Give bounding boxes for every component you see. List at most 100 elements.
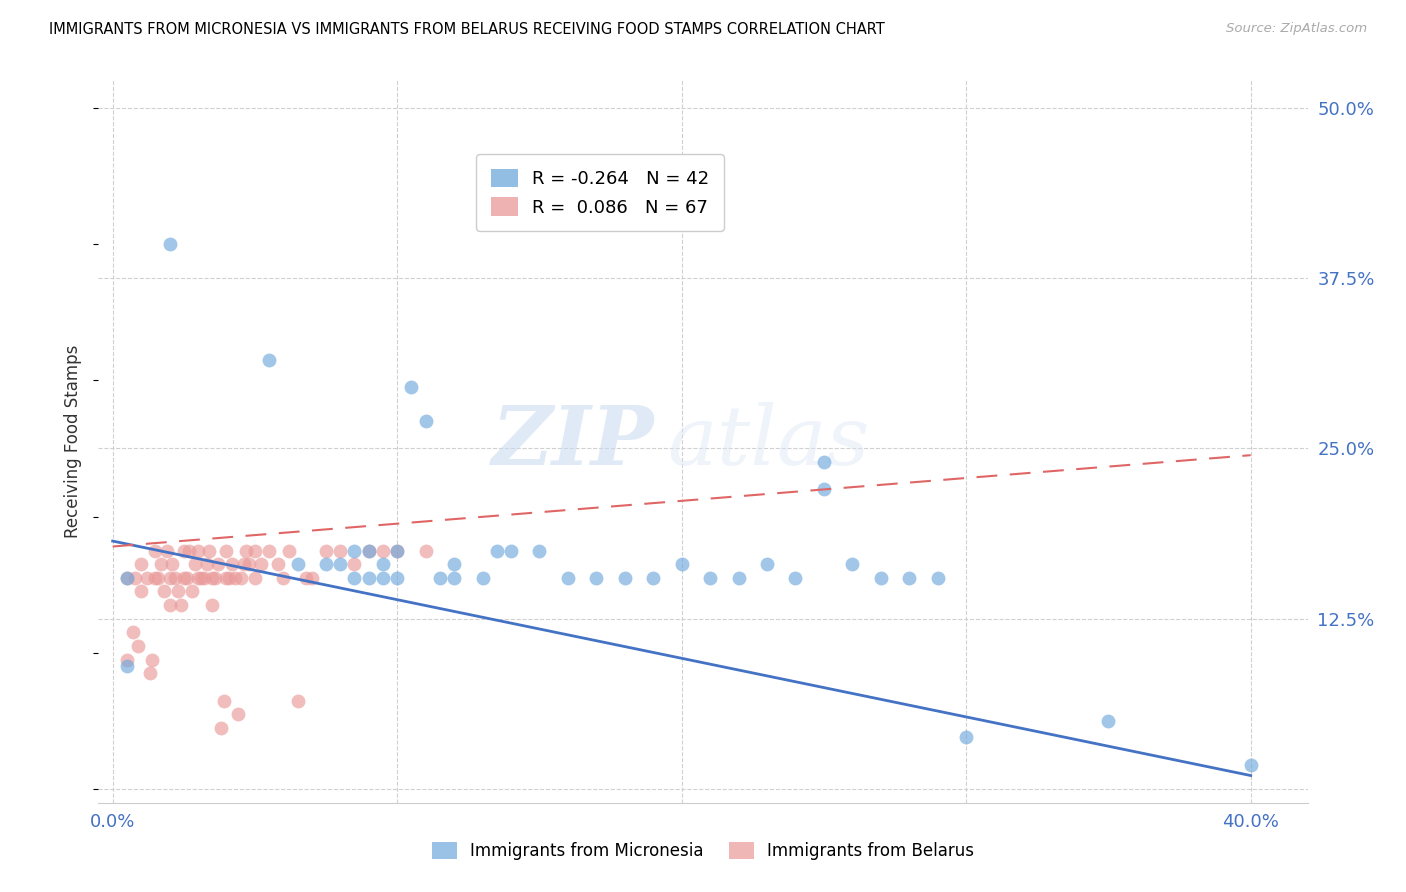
- Point: [209, 721, 232, 735]
- Point: [443, 571, 465, 585]
- Point: [229, 571, 252, 585]
- Point: [179, 543, 201, 558]
- Point: [146, 571, 169, 585]
- Point: [215, 571, 238, 585]
- Point: [287, 693, 309, 707]
- Point: [249, 558, 271, 572]
- Point: [138, 666, 160, 681]
- Point: [212, 693, 235, 707]
- Point: [159, 598, 181, 612]
- Point: [1240, 757, 1263, 772]
- Text: ZIP: ZIP: [492, 401, 655, 482]
- Point: [401, 380, 423, 394]
- Point: [643, 571, 665, 585]
- Point: [176, 571, 198, 585]
- Point: [162, 558, 184, 572]
- Point: [238, 558, 260, 572]
- Point: [699, 571, 721, 585]
- Point: [115, 659, 138, 673]
- Point: [415, 414, 437, 428]
- Point: [727, 571, 749, 585]
- Point: [201, 571, 224, 585]
- Point: [329, 543, 352, 558]
- Point: [485, 543, 508, 558]
- Point: [357, 571, 380, 585]
- Point: [150, 558, 173, 572]
- Point: [173, 543, 195, 558]
- Point: [1097, 714, 1119, 728]
- Point: [143, 571, 166, 585]
- Point: [218, 571, 240, 585]
- Point: [927, 571, 949, 585]
- Text: Source: ZipAtlas.com: Source: ZipAtlas.com: [1226, 22, 1367, 36]
- Point: [127, 639, 149, 653]
- Point: [315, 558, 337, 572]
- Point: [243, 543, 266, 558]
- Point: [156, 543, 179, 558]
- Point: [415, 543, 437, 558]
- Point: [221, 558, 243, 572]
- Point: [173, 571, 195, 585]
- Point: [301, 571, 323, 585]
- Point: [278, 543, 301, 558]
- Y-axis label: Receiving Food Stamps: Receiving Food Stamps: [65, 345, 83, 538]
- Point: [190, 571, 212, 585]
- Point: [170, 598, 193, 612]
- Point: [135, 571, 157, 585]
- Point: [429, 571, 451, 585]
- Point: [343, 558, 366, 572]
- Point: [813, 455, 835, 469]
- Point: [187, 543, 209, 558]
- Point: [215, 543, 238, 558]
- Point: [585, 571, 607, 585]
- Point: [315, 543, 337, 558]
- Point: [167, 584, 190, 599]
- Legend: Immigrants from Micronesia, Immigrants from Belarus: Immigrants from Micronesia, Immigrants f…: [425, 835, 981, 867]
- Point: [529, 543, 551, 558]
- Point: [613, 571, 636, 585]
- Point: [121, 625, 143, 640]
- Point: [357, 543, 380, 558]
- Point: [273, 571, 295, 585]
- Point: [287, 558, 309, 572]
- Point: [232, 558, 254, 572]
- Point: [841, 558, 863, 572]
- Point: [385, 543, 408, 558]
- Point: [129, 558, 152, 572]
- Point: [357, 543, 380, 558]
- Point: [756, 558, 779, 572]
- Point: [371, 558, 394, 572]
- Point: [471, 571, 494, 585]
- Point: [443, 558, 465, 572]
- Point: [201, 598, 224, 612]
- Point: [143, 543, 166, 558]
- Point: [295, 571, 318, 585]
- Point: [141, 653, 163, 667]
- Point: [226, 707, 249, 722]
- Point: [557, 571, 579, 585]
- Point: [243, 571, 266, 585]
- Point: [499, 543, 522, 558]
- Point: [385, 543, 408, 558]
- Point: [165, 571, 187, 585]
- Point: [193, 571, 215, 585]
- Point: [159, 236, 181, 251]
- Point: [115, 571, 138, 585]
- Point: [115, 571, 138, 585]
- Point: [159, 571, 181, 585]
- Point: [224, 571, 246, 585]
- Point: [329, 558, 352, 572]
- Point: [671, 558, 693, 572]
- Point: [955, 731, 977, 745]
- Point: [343, 571, 366, 585]
- Point: [207, 558, 229, 572]
- Point: [371, 543, 394, 558]
- Point: [195, 558, 218, 572]
- Point: [813, 482, 835, 496]
- Point: [204, 571, 226, 585]
- Point: [898, 571, 921, 585]
- Point: [257, 352, 280, 367]
- Text: IMMIGRANTS FROM MICRONESIA VS IMMIGRANTS FROM BELARUS RECEIVING FOOD STAMPS CORR: IMMIGRANTS FROM MICRONESIA VS IMMIGRANTS…: [49, 22, 884, 37]
- Point: [343, 543, 366, 558]
- Point: [153, 584, 176, 599]
